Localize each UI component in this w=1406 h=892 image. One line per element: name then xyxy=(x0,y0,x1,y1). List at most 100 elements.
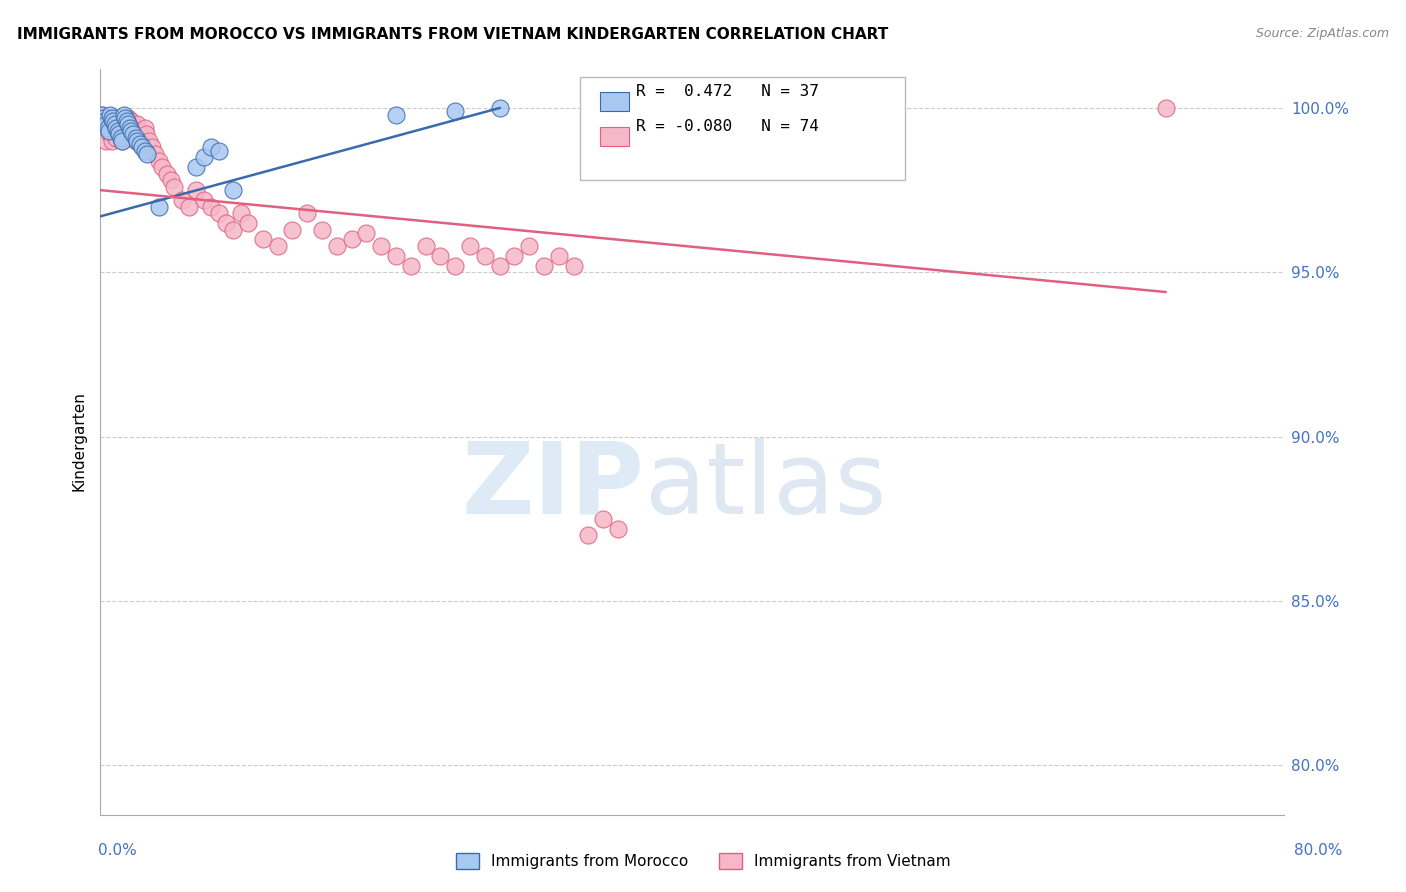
Point xyxy=(120,124,142,138)
Point xyxy=(107,124,129,138)
Point xyxy=(101,111,124,125)
Point xyxy=(156,167,179,181)
Text: R =  0.472   N = 37: R = 0.472 N = 37 xyxy=(637,84,820,99)
Bar xyxy=(600,93,630,111)
Point xyxy=(103,114,125,128)
Point xyxy=(96,111,118,125)
Point xyxy=(117,111,139,125)
Point xyxy=(547,249,569,263)
Text: 0.0%: 0.0% xyxy=(98,843,138,858)
Point xyxy=(107,111,129,125)
Point xyxy=(267,239,290,253)
Point xyxy=(114,124,136,138)
FancyBboxPatch shape xyxy=(579,78,905,180)
Point xyxy=(131,140,153,154)
Text: Source: ZipAtlas.com: Source: ZipAtlas.com xyxy=(1256,27,1389,40)
Point xyxy=(207,144,229,158)
Point xyxy=(562,259,585,273)
Point xyxy=(533,259,555,273)
Point xyxy=(160,173,183,187)
Point xyxy=(117,117,139,131)
Point xyxy=(134,144,156,158)
Point xyxy=(115,130,138,145)
Point xyxy=(98,120,121,135)
Point xyxy=(385,249,408,263)
Point xyxy=(503,249,526,263)
Point xyxy=(118,124,141,138)
Point xyxy=(115,114,138,128)
Point xyxy=(281,222,304,236)
Point xyxy=(578,528,600,542)
Point xyxy=(121,120,143,135)
Point xyxy=(108,128,131,142)
Point xyxy=(340,232,363,246)
Point xyxy=(134,120,156,135)
Point xyxy=(429,249,451,263)
Point xyxy=(163,179,186,194)
Point xyxy=(100,107,122,121)
Point xyxy=(444,259,467,273)
Point xyxy=(141,140,163,154)
Y-axis label: Kindergarten: Kindergarten xyxy=(72,392,86,491)
Point xyxy=(193,150,215,164)
Point xyxy=(91,117,114,131)
Point xyxy=(193,193,215,207)
Point xyxy=(90,107,112,121)
Text: IMMIGRANTS FROM MOROCCO VS IMMIGRANTS FROM VIETNAM KINDERGARTEN CORRELATION CHAR: IMMIGRANTS FROM MOROCCO VS IMMIGRANTS FR… xyxy=(17,27,889,42)
Point xyxy=(131,137,153,152)
Point xyxy=(143,147,166,161)
Point xyxy=(135,128,157,142)
Point xyxy=(112,107,135,121)
Point xyxy=(114,111,136,125)
Point xyxy=(592,512,614,526)
Point xyxy=(110,128,132,142)
Point xyxy=(311,222,333,236)
Point xyxy=(474,249,496,263)
Point xyxy=(90,107,112,121)
Point xyxy=(100,128,122,142)
Point xyxy=(104,117,127,131)
Point xyxy=(186,160,208,174)
Point xyxy=(103,114,125,128)
Point xyxy=(104,124,127,138)
Point xyxy=(110,130,132,145)
Point xyxy=(186,183,208,197)
Point xyxy=(128,124,150,138)
Point xyxy=(127,134,149,148)
Point xyxy=(136,147,159,161)
Point xyxy=(111,134,134,148)
Point xyxy=(105,120,128,135)
Point xyxy=(236,216,259,230)
Point xyxy=(170,193,193,207)
Point xyxy=(111,134,134,148)
Text: R = -0.080   N = 74: R = -0.080 N = 74 xyxy=(637,119,820,134)
Point xyxy=(94,134,117,148)
Text: atlas: atlas xyxy=(645,438,886,535)
Point xyxy=(118,120,141,135)
Point xyxy=(222,222,245,236)
Point xyxy=(200,140,222,154)
Point xyxy=(607,522,630,536)
Point xyxy=(120,114,142,128)
Text: ZIP: ZIP xyxy=(461,438,645,535)
Point xyxy=(356,226,378,240)
Point xyxy=(177,200,200,214)
Text: 80.0%: 80.0% xyxy=(1295,843,1343,858)
Point xyxy=(127,117,149,131)
Point xyxy=(129,137,152,152)
Point xyxy=(105,130,128,145)
Point xyxy=(148,153,170,168)
Point xyxy=(93,114,115,128)
Legend: Immigrants from Morocco, Immigrants from Vietnam: Immigrants from Morocco, Immigrants from… xyxy=(450,847,956,875)
Point xyxy=(93,124,115,138)
Point xyxy=(121,128,143,142)
Point xyxy=(370,239,392,253)
Point xyxy=(517,239,540,253)
Point xyxy=(297,206,319,220)
Point xyxy=(112,117,135,131)
Point xyxy=(94,117,117,131)
Point xyxy=(96,120,118,135)
Point xyxy=(1154,101,1177,115)
Point xyxy=(101,134,124,148)
Point xyxy=(200,200,222,214)
